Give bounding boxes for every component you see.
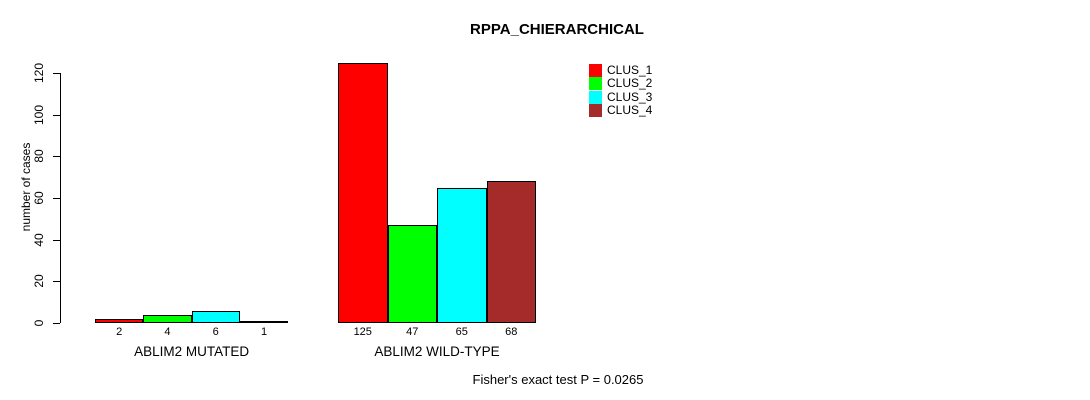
y-tick bbox=[53, 73, 60, 74]
legend-label: CLUS_4 bbox=[607, 103, 653, 118]
chart-title: RPPA_CHIERARCHICAL bbox=[470, 21, 644, 38]
legend-item: CLUS_2 bbox=[589, 76, 653, 91]
bar-value-label: 1 bbox=[260, 326, 268, 338]
y-tick-label: 80 bbox=[32, 149, 46, 164]
bar bbox=[191, 310, 240, 323]
bar-value-label: 65 bbox=[455, 326, 468, 338]
bar-value-label: 68 bbox=[505, 326, 518, 338]
bar bbox=[95, 318, 144, 323]
legend-swatch bbox=[589, 77, 602, 91]
legend-item: CLUS_4 bbox=[589, 103, 653, 118]
legend-swatch bbox=[589, 90, 602, 104]
bar bbox=[338, 62, 388, 323]
y-tick bbox=[53, 281, 60, 283]
annotation-text: Fisher's exact test P = 0.0265 bbox=[472, 372, 644, 387]
legend-swatch bbox=[589, 104, 602, 118]
legend-item: CLUS_3 bbox=[589, 89, 653, 104]
y-tick-label: 20 bbox=[32, 274, 46, 289]
group-label: ABLIM2 MUTATED bbox=[134, 344, 250, 359]
bar bbox=[486, 181, 536, 323]
bar bbox=[239, 320, 289, 323]
bar bbox=[437, 187, 487, 323]
y-tick bbox=[53, 198, 60, 199]
y-tick-label: 0 bbox=[32, 319, 46, 327]
bar-value-label: 4 bbox=[164, 326, 171, 338]
y-tick bbox=[53, 156, 60, 158]
y-tick-label: 100 bbox=[32, 104, 46, 125]
bar-value-label: 2 bbox=[116, 326, 123, 338]
y-axis-title: number of cases bbox=[19, 142, 33, 232]
legend-label: CLUS_1 bbox=[607, 63, 653, 77]
y-tick bbox=[53, 114, 60, 116]
legend-label: CLUS_3 bbox=[607, 89, 653, 104]
bar-value-label: 125 bbox=[353, 326, 372, 338]
y-tick bbox=[53, 323, 60, 324]
group-label: ABLIM2 WILD-TYPE bbox=[374, 344, 500, 359]
legend-item: CLUS_1 bbox=[589, 64, 652, 77]
legend-swatch bbox=[589, 64, 602, 77]
y-tick-label: 40 bbox=[32, 232, 46, 247]
y-tick-label: 120 bbox=[32, 62, 46, 84]
bar-value-label: 47 bbox=[406, 326, 419, 338]
bar bbox=[143, 314, 192, 323]
bar bbox=[387, 225, 437, 323]
y-tick-label: 60 bbox=[32, 191, 46, 205]
legend-label: CLUS_2 bbox=[607, 76, 653, 91]
bar-value-label: 6 bbox=[212, 326, 219, 338]
y-tick bbox=[53, 239, 60, 241]
y-axis-line bbox=[60, 73, 61, 323]
